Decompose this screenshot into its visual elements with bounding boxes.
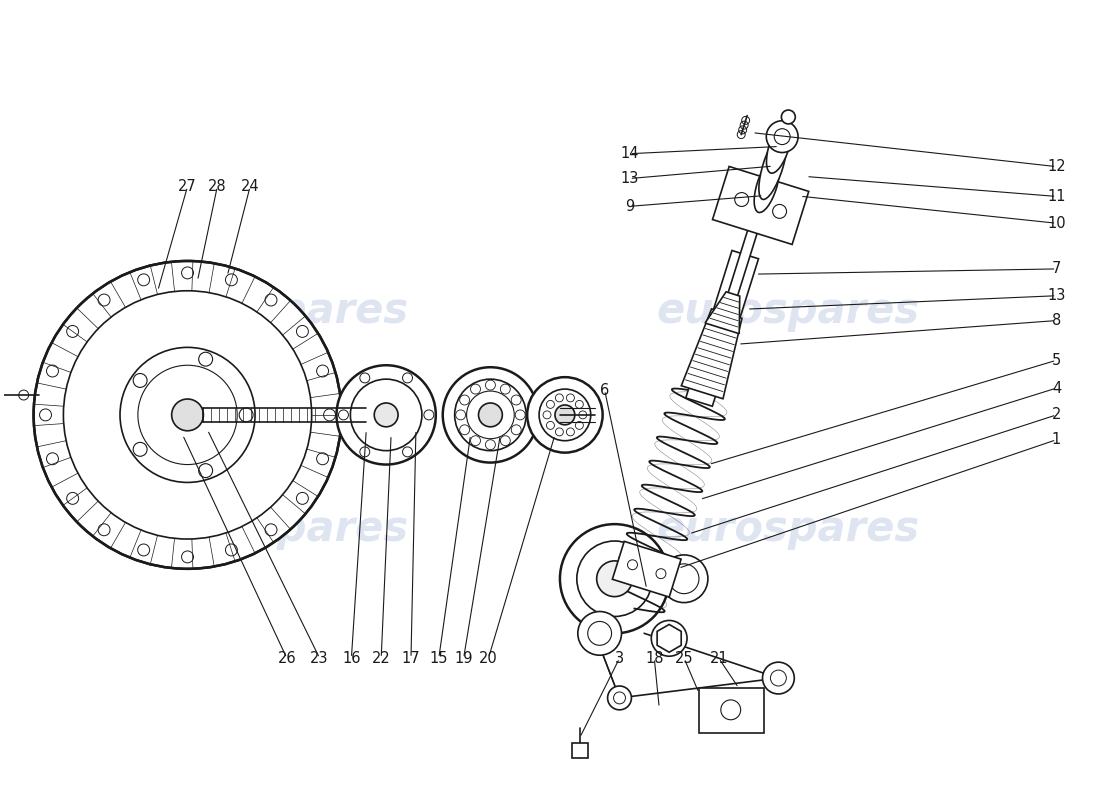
Text: 7: 7 bbox=[1052, 262, 1062, 277]
Circle shape bbox=[767, 121, 799, 153]
Text: eurospares: eurospares bbox=[145, 508, 408, 550]
Polygon shape bbox=[705, 292, 739, 334]
Circle shape bbox=[651, 621, 688, 656]
Circle shape bbox=[560, 524, 669, 634]
Text: 28: 28 bbox=[208, 179, 227, 194]
Circle shape bbox=[596, 561, 632, 597]
Text: 9: 9 bbox=[625, 199, 634, 214]
Ellipse shape bbox=[755, 159, 780, 213]
Circle shape bbox=[478, 403, 503, 427]
Text: 10: 10 bbox=[1047, 216, 1066, 230]
Text: 23: 23 bbox=[310, 650, 329, 666]
Circle shape bbox=[578, 611, 621, 655]
Circle shape bbox=[442, 367, 538, 462]
Text: 5: 5 bbox=[1052, 353, 1062, 368]
Text: 4: 4 bbox=[1052, 381, 1062, 395]
Text: 24: 24 bbox=[241, 179, 260, 194]
Text: 13: 13 bbox=[1047, 288, 1066, 303]
Circle shape bbox=[172, 399, 204, 430]
Circle shape bbox=[607, 686, 631, 710]
Text: 13: 13 bbox=[620, 171, 639, 186]
Text: 12: 12 bbox=[1047, 159, 1066, 174]
Text: 17: 17 bbox=[402, 650, 420, 666]
Text: 25: 25 bbox=[674, 650, 693, 666]
Polygon shape bbox=[657, 625, 681, 652]
Circle shape bbox=[762, 662, 794, 694]
Ellipse shape bbox=[759, 133, 786, 199]
Text: 18: 18 bbox=[645, 650, 663, 666]
Text: 15: 15 bbox=[429, 650, 448, 666]
Polygon shape bbox=[681, 309, 741, 398]
Circle shape bbox=[757, 202, 764, 210]
Text: 20: 20 bbox=[480, 650, 498, 666]
Polygon shape bbox=[685, 250, 759, 406]
Text: 3: 3 bbox=[615, 650, 624, 666]
Text: 21: 21 bbox=[710, 650, 728, 666]
Circle shape bbox=[556, 405, 575, 425]
Polygon shape bbox=[698, 688, 763, 733]
Circle shape bbox=[374, 403, 398, 427]
Polygon shape bbox=[722, 214, 762, 315]
Text: 14: 14 bbox=[620, 146, 639, 162]
Text: 27: 27 bbox=[178, 179, 197, 194]
Circle shape bbox=[34, 261, 341, 569]
Text: 2: 2 bbox=[1052, 407, 1062, 422]
Text: 8: 8 bbox=[1052, 313, 1062, 328]
Polygon shape bbox=[613, 542, 681, 597]
Circle shape bbox=[337, 366, 436, 465]
Text: eurospares: eurospares bbox=[657, 290, 920, 332]
Circle shape bbox=[660, 555, 708, 602]
Polygon shape bbox=[713, 166, 808, 245]
Text: eurospares: eurospares bbox=[657, 508, 920, 550]
Circle shape bbox=[781, 110, 795, 124]
Text: eurospares: eurospares bbox=[145, 290, 408, 332]
Text: 19: 19 bbox=[454, 650, 473, 666]
Text: 16: 16 bbox=[342, 650, 361, 666]
Text: 1: 1 bbox=[1052, 432, 1062, 447]
Circle shape bbox=[527, 377, 603, 453]
Polygon shape bbox=[572, 742, 587, 758]
Text: 22: 22 bbox=[372, 650, 390, 666]
Text: 26: 26 bbox=[277, 650, 296, 666]
Text: 6: 6 bbox=[600, 382, 609, 398]
Ellipse shape bbox=[767, 120, 792, 173]
Text: 11: 11 bbox=[1047, 189, 1066, 204]
